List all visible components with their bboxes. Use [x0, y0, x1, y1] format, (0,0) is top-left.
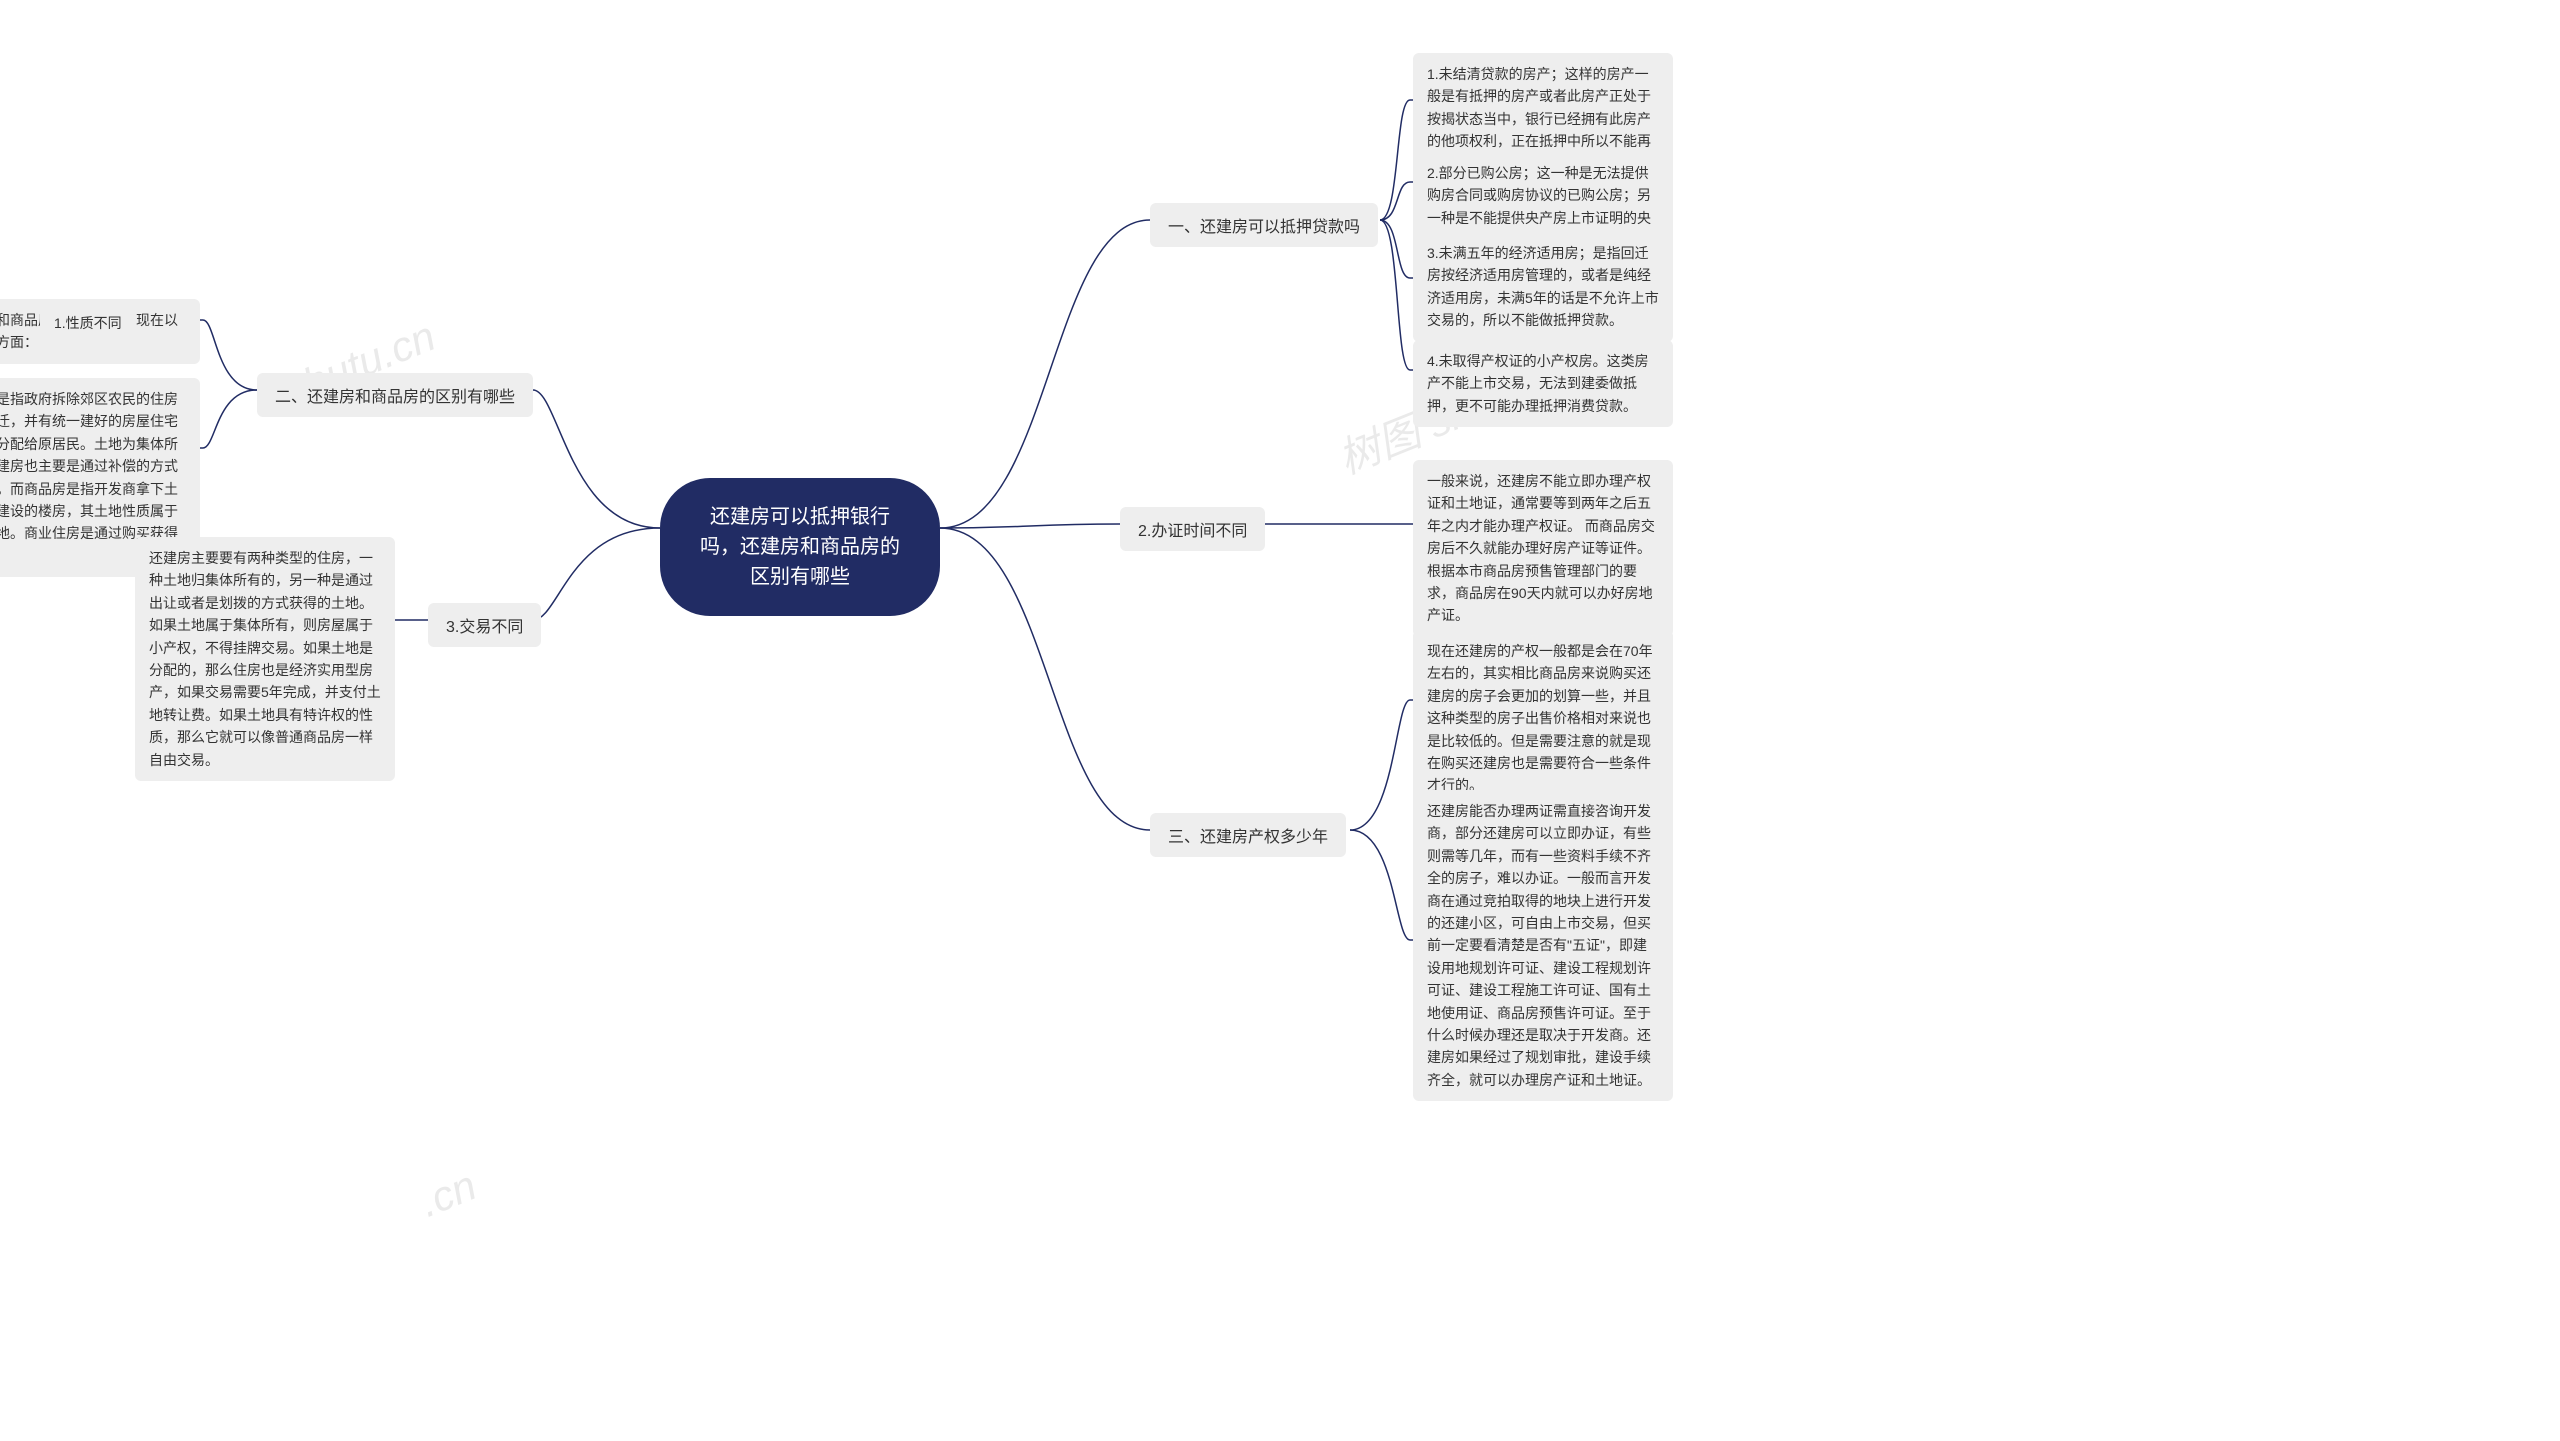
- branch-r3: 三、还建房产权多少年: [1150, 813, 1346, 857]
- watermark-3: .cn: [413, 1161, 483, 1226]
- branch-r2: 2.办证时间不同: [1120, 507, 1265, 551]
- mindmap-canvas: shutu.cn 树图 shutu.cn .cn 还建房可以抵押银行吗，还建房和…: [0, 0, 2560, 1441]
- detail-r1-4: 4.未取得产权证的小产权房。这类房产不能上市交易，无法到建委做抵押，更不可能办理…: [1413, 340, 1673, 427]
- center-title: 还建房可以抵押银行吗，还建房和商品房的区别有哪些: [700, 506, 900, 588]
- detail-l1-1-sub: 1.性质不同: [40, 305, 136, 341]
- branch-l1: 二、还建房和商品房的区别有哪些: [257, 373, 533, 417]
- branch-r1: 一、还建房可以抵押贷款吗: [1150, 203, 1378, 247]
- detail-l2-1: 还建房主要要有两种类型的住房，一种土地归集体所有的，另一种是通过出让或者是划拨的…: [135, 537, 395, 781]
- detail-r3-1: 现在还建房的产权一般都是会在70年左右的，其实相比商品房来说购买还建房的房子会更…: [1413, 630, 1673, 807]
- detail-r2-1: 一般来说，还建房不能立即办理产权证和土地证，通常要等到两年之后五年之内才能办理产…: [1413, 460, 1673, 637]
- center-node: 还建房可以抵押银行吗，还建房和商品房的区别有哪些: [660, 478, 940, 616]
- branch-l2: 3.交易不同: [428, 603, 541, 647]
- detail-r3-2: 还建房能否办理两证需直接咨询开发商，部分还建房可以立即办证，有些则需等几年，而有…: [1413, 790, 1673, 1101]
- detail-r1-3: 3.未满五年的经济适用房；是指回迁房按经济适用房管理的，或者是纯经济适用房，未满…: [1413, 232, 1673, 342]
